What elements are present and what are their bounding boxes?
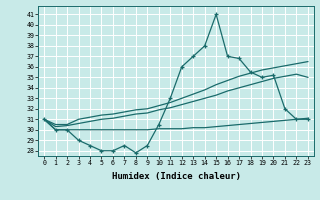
- X-axis label: Humidex (Indice chaleur): Humidex (Indice chaleur): [111, 172, 241, 181]
